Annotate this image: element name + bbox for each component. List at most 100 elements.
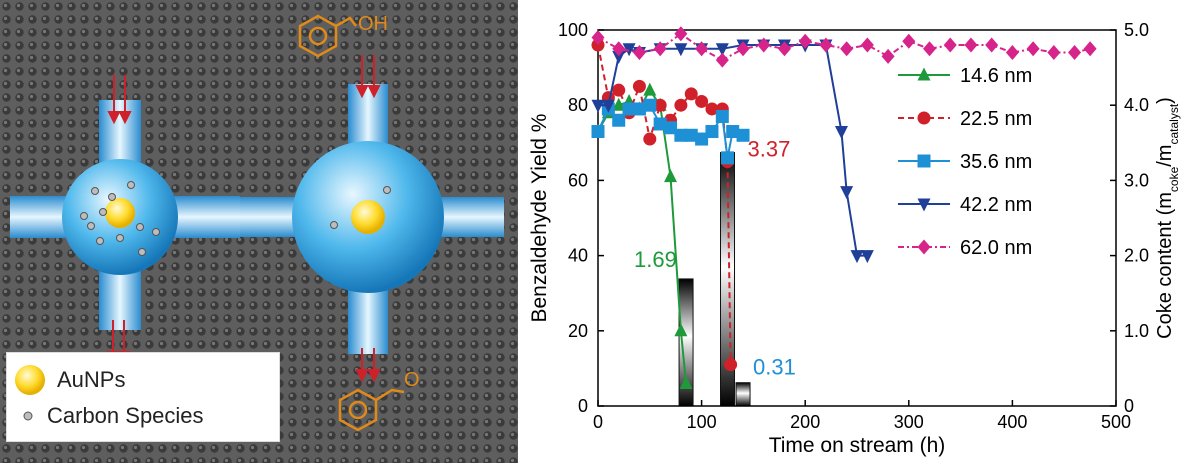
- data-point: [622, 102, 636, 116]
- axis-title-part: Coke content (m: [1154, 192, 1176, 339]
- carbonyl-label: O: [404, 369, 420, 391]
- data-point: [695, 41, 709, 57]
- gold-nanoparticle-icon: [15, 365, 45, 395]
- data-point: [632, 79, 646, 93]
- legend-label: 14.6 nm: [960, 65, 1032, 87]
- legend-item: 62.0 nm: [898, 237, 1032, 259]
- data-point: [695, 132, 709, 146]
- legend-item-aunps: AuNPs: [13, 363, 125, 397]
- gold-nanoparticle: [105, 198, 135, 228]
- data-point: [591, 125, 605, 139]
- legend-marker: [917, 239, 931, 255]
- data-point: [985, 37, 999, 53]
- axis-subscript: catalyst: [1167, 103, 1181, 144]
- data-point: [674, 323, 688, 337]
- y-left-tick-label: 100: [558, 20, 588, 40]
- y-right-tick-label: 1.0: [1124, 321, 1149, 341]
- data-point: [674, 43, 688, 57]
- y-left-tick-label: 80: [568, 95, 588, 115]
- data-point: [902, 33, 916, 49]
- legend-item: 35.6 nm: [898, 151, 1032, 173]
- y-right-tick-label: 4.0: [1124, 95, 1149, 115]
- data-point: [736, 41, 750, 57]
- data-point: [964, 37, 978, 53]
- data-point: [736, 128, 750, 142]
- y-left-tick-label: 60: [568, 170, 588, 190]
- axis-title-part: ): [1154, 97, 1176, 104]
- data-point: [705, 102, 719, 116]
- data-point: [819, 37, 833, 53]
- coke-bar: [735, 382, 751, 407]
- coke-value-label: 3.37: [748, 137, 791, 162]
- data-point: [684, 87, 698, 101]
- carbon-species-icon: [23, 411, 33, 421]
- data-point: [1083, 41, 1097, 57]
- coke-value-label: 0.31: [753, 355, 796, 380]
- data-point: [715, 52, 729, 68]
- benzyl-alcohol-molecule: [298, 14, 357, 58]
- legend-item: 22.5 nm: [898, 108, 1032, 130]
- data-point: [943, 37, 957, 53]
- axis-title-part: /m: [1154, 145, 1176, 167]
- legend-marker: [917, 154, 931, 168]
- data-point: [679, 375, 693, 389]
- data-point: [881, 48, 895, 64]
- y-right-axis-title: Coke content (mcoke/mcatalyst): [1154, 97, 1181, 339]
- data-point: [1068, 45, 1082, 61]
- data-point: [1026, 41, 1040, 57]
- legend-label-carbon: Carbon Species: [47, 403, 204, 428]
- schematic-legend: AuNPs Carbon Species: [6, 352, 280, 442]
- legend-label-aunps: AuNPs: [57, 367, 126, 392]
- data-point: [834, 126, 848, 140]
- axis-subscript: coke: [1167, 166, 1181, 192]
- data-point: [840, 41, 854, 57]
- data-point: [643, 132, 657, 146]
- data-point: [923, 41, 937, 57]
- data-point: [632, 45, 646, 61]
- data-point: [674, 26, 688, 42]
- data-point: [860, 250, 874, 264]
- data-point: [612, 113, 626, 127]
- series-62-0-nm: [591, 26, 1097, 68]
- legend-label: 42.2 nm: [960, 194, 1032, 216]
- data-point: [850, 250, 864, 264]
- legend-label: 22.5 nm: [960, 108, 1032, 130]
- data-point: [591, 38, 605, 52]
- data-point: [724, 358, 738, 372]
- data-point: [664, 169, 678, 183]
- data-point: [860, 37, 874, 53]
- x-tick-label: 0: [593, 412, 603, 432]
- legend-item: 14.6 nm: [898, 65, 1032, 87]
- series-22-5-nm: [591, 38, 738, 372]
- x-tick-label: 200: [790, 412, 820, 432]
- legend-label: 35.6 nm: [960, 151, 1032, 173]
- coke-value-label: 1.69: [634, 247, 677, 272]
- data-point: [653, 98, 667, 112]
- data-point: [643, 82, 657, 96]
- y-left-axis-title: Benzaldehyde Yield %: [528, 114, 551, 323]
- data-point: [643, 98, 657, 112]
- y-right-tick-label: 2.0: [1124, 246, 1149, 266]
- data-point: [653, 41, 667, 57]
- y-left-tick-label: 0: [578, 396, 588, 416]
- series-14-6-nm: [591, 82, 693, 389]
- data-point: [601, 99, 615, 113]
- yield-coke-chart: 0 100 200 300 400 50002040608010001.02.03.04.…: [528, 20, 1181, 457]
- gold-nanoparticle: [351, 200, 385, 234]
- x-tick-label: 300: [894, 412, 924, 432]
- data-point: [777, 41, 791, 57]
- data-point: [591, 30, 605, 46]
- hydroxyl-label: OH: [358, 13, 388, 35]
- legend-marker: [917, 111, 931, 125]
- data-point: [612, 97, 626, 111]
- y-right-tick-label: 5.0: [1124, 20, 1149, 40]
- legend-item: 42.2 nm: [898, 194, 1032, 216]
- legend-marker: [917, 67, 931, 81]
- data-point: [798, 33, 812, 49]
- data-point: [684, 128, 698, 142]
- benzaldehyde-molecule: [338, 388, 405, 432]
- data-point: [840, 186, 854, 200]
- y-left-tick-label: 40: [568, 246, 588, 266]
- x-tick-label: 500: [1101, 412, 1131, 432]
- data-point: [612, 50, 626, 64]
